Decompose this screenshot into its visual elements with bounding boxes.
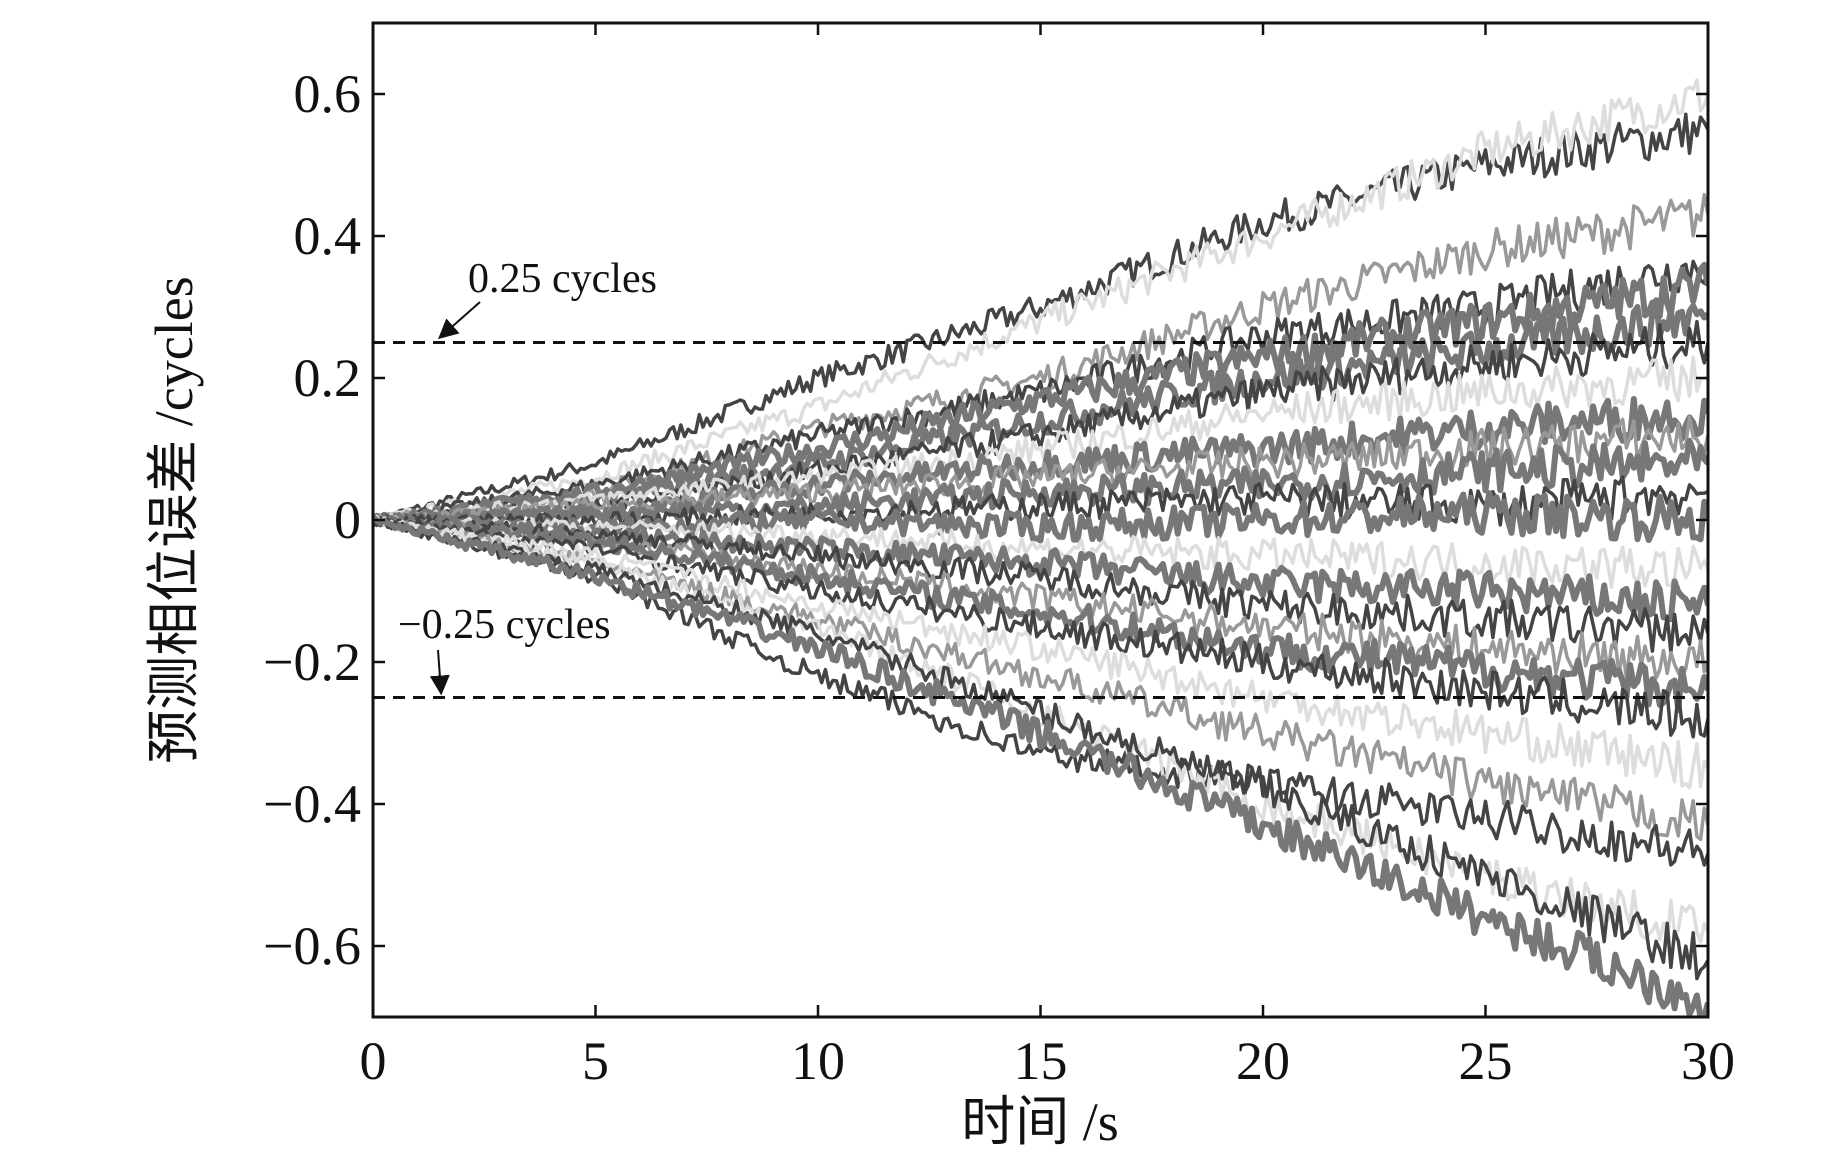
plot-frame: [371, 21, 1710, 1019]
lower-reference-arrow: [429, 649, 450, 696]
phase-error-trace: [373, 518, 1708, 981]
x-tick-label: 30: [1681, 1031, 1735, 1091]
phase-error-trace: [373, 261, 1708, 525]
x-tick-label: 5: [582, 1031, 609, 1091]
phase-error-trace: [373, 514, 1708, 790]
phase-error-trace: [373, 112, 1708, 525]
x-tick-label: 10: [791, 1031, 845, 1091]
y-tick-label: 0: [334, 490, 361, 550]
y-tick-label: 0.2: [294, 348, 362, 408]
x-tick-label: 0: [360, 1031, 387, 1091]
phase-error-trace: [373, 516, 1708, 739]
phase-error-trace: [373, 355, 1708, 525]
phase-error-trace: [373, 78, 1708, 525]
phase-error-trace: [373, 514, 1708, 1017]
x-tick-label: 20: [1236, 1031, 1290, 1091]
phase-error-trace: [373, 517, 1708, 946]
y-tick-label: −0.6: [263, 916, 361, 976]
upper-reference-arrow: [438, 301, 481, 340]
tick-group: 0 5 10 15 20 25 30 0.6 0.4 0.2 0 −0.2 −0.4 −0.6: [263, 23, 1735, 1091]
x-tick-label: 15: [1014, 1031, 1068, 1091]
y-tick-label: −0.4: [263, 774, 361, 834]
x-axis-title: 时间 /s: [961, 1092, 1119, 1152]
y-tick-label: 0.4: [294, 206, 362, 266]
phase-error-trace: [373, 514, 1708, 714]
y-axis-title: 预测相位误差 /cycles: [144, 276, 204, 763]
x-tick-label: 25: [1459, 1031, 1513, 1091]
reference-line-group: [373, 301, 1708, 699]
phase-error-trace: [373, 415, 1708, 526]
y-tick-label: −0.2: [263, 632, 361, 692]
phase-error-trace: [373, 515, 1708, 655]
upper-reference-label: 0.25 cycles: [468, 256, 657, 302]
lower-reference-label: −0.25 cycles: [398, 602, 611, 648]
y-tick-label: 0.6: [294, 64, 362, 124]
trace-group: [373, 78, 1708, 1017]
